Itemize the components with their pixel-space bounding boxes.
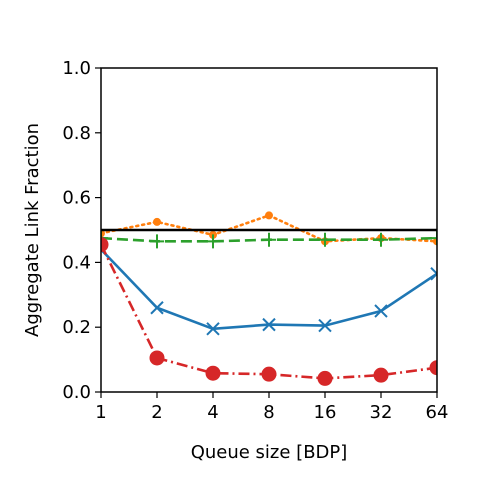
y-axis-label: Aggregate Link Fraction (22, 123, 43, 337)
data-point (206, 322, 220, 336)
x-tick-label: 4 (207, 402, 218, 423)
data-point (150, 301, 164, 315)
y-tick-label: 0.4 (62, 252, 91, 273)
y-tick-label: 1.0 (62, 58, 91, 79)
data-point (205, 365, 221, 381)
x-tick-label: 64 (426, 402, 449, 423)
data-point (318, 318, 332, 333)
x-tick-label: 8 (263, 402, 274, 423)
data-point (101, 237, 109, 253)
data-point (318, 232, 332, 247)
data-point (374, 304, 388, 318)
series-2 (101, 211, 437, 246)
data-point (261, 366, 277, 382)
data-point (429, 360, 437, 376)
x-tick-label: 32 (370, 402, 393, 423)
data-point (206, 234, 220, 249)
data-point (262, 317, 276, 332)
data-point (265, 211, 273, 220)
y-tick-label: 0.2 (62, 317, 91, 338)
series-4 (101, 237, 437, 386)
y-tick-label: 0.6 (62, 188, 91, 209)
x-tick-label: 1 (95, 402, 106, 423)
data-point (153, 217, 161, 226)
data-point (150, 234, 164, 249)
y-tick-label: 0.8 (62, 123, 91, 144)
data-point (317, 370, 333, 386)
data-point (374, 232, 388, 247)
data-point (262, 232, 276, 247)
data-point (430, 231, 437, 246)
data-point (101, 231, 108, 246)
series-1 (101, 242, 437, 336)
x-tick-label: 16 (314, 402, 337, 423)
data-point (373, 367, 389, 383)
series-3 (101, 231, 437, 249)
data-point (149, 350, 165, 366)
x-tick-label: 2 (151, 402, 162, 423)
y-tick-label: 0.0 (62, 382, 91, 403)
x-axis-label: Queue size [BDP] (191, 442, 348, 463)
data-point (430, 267, 437, 281)
